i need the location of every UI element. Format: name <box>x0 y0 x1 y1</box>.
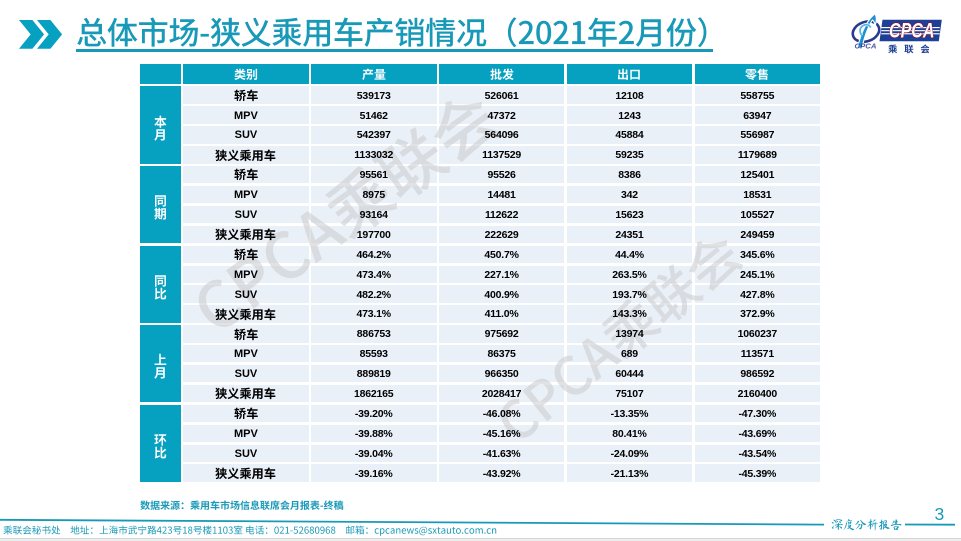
svg-text:CPCA: CPCA <box>889 19 935 42</box>
svg-text:CPCA: CPCA <box>855 42 877 51</box>
